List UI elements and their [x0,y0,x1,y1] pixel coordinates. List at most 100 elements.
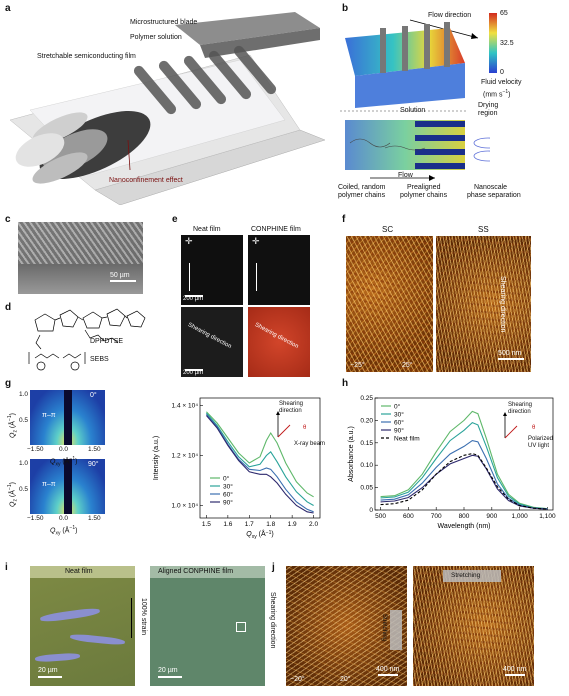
strain-arrow [131,598,132,638]
panel-j-scale-bar-1 [378,674,398,676]
panel-j-stretch-1: Stretching [381,614,387,642]
panel-c-letter: c [5,214,11,225]
g-xtick-bot-1: −1.50 [27,515,44,522]
dppdtse-label: DPPDTSE [90,338,124,345]
panel-e-neat-rotated: Shearing direction 200 µm [181,307,243,377]
angle-neg25: −25° [350,362,365,369]
qxy-unit-2: (Å [60,527,70,535]
panel-i-strain-label: 100% strain [140,598,147,635]
y-tick-label: 1.0 × 10⁴ [172,503,199,510]
panel-i-scale-label: 20 µm [38,667,58,674]
h-inset-shear-2: direction [508,409,531,415]
panel-i-scale-bar [38,676,62,678]
x-tick-label: 1.6 [223,521,232,528]
plot-frame [199,397,321,519]
g-qz-label-bot: Qz (Å−1) [6,482,20,507]
nanoscale-label-1: Nanoscale [474,184,508,191]
inset-shear-arrowhead [276,411,280,415]
crack-3 [34,652,81,663]
legend-label: 30° [394,411,404,419]
qz-unit-end: ) [9,413,17,416]
series-line [380,453,548,510]
legend-label: 0° [394,403,401,411]
series-line [380,410,548,510]
g-qz-label-top: Qz (Å−1) [6,413,20,438]
panel-f-col-sc: SC [382,225,394,234]
qz-unit-end-2: ) [9,482,17,485]
h-inset-pol-1: Polarized [528,436,554,442]
giwaxs-angle-90: 90° [88,461,99,468]
x-tick-label: 1.5 [202,521,211,528]
panel-g-intensity-chart: 1.5 1.6 1.7 1.8 1.9 2.0 1.0 × 10⁴ 1.2 × 10⁴ 1.4 … [153,397,321,540]
x-tick-label: 1,100 [539,513,556,520]
panel-e-col-conphine: CONPHINE film [251,226,301,233]
y-tick-label: 1.2 × 10⁴ [172,453,199,460]
pipi-label-0: π–π [42,412,56,419]
panel-j-letter: j [272,562,275,573]
panel-e-conphine-rotated: Shearing direction [248,307,310,377]
panel-h-letter: h [342,378,349,389]
panel-e-col-neat: Neat film [193,226,221,233]
crack-2 [69,633,126,646]
panel-i-scale-bar-2 [158,676,182,678]
qxy-unit-sup: −1 [69,456,76,462]
g-xtick-top-3: 1.50 [88,446,101,453]
panel-f-scale-label: 500 nm [498,350,522,357]
zoom-box [236,622,246,632]
series-line [205,415,314,514]
legend-label: 90° [223,499,233,507]
legend-label: 60° [394,419,404,427]
colorbar-tick-mid: 32.5 [500,40,514,47]
g-qxy-label-bot: Qxy (Å−1) [50,524,77,538]
coiled-chains-label-2: polymer chains [338,192,386,199]
panel-i-scale-label-2: 20 µm [158,667,178,674]
panel-g-letter: g [5,378,12,389]
x-tick-label: 2.0 [309,521,318,528]
series-line [205,413,314,513]
solution-label: Solution [400,107,426,114]
panel-i-col-conphine: Aligned CONPHINE film [158,568,234,575]
panel-f-afm-sc: −25° 25° [346,236,433,372]
panel-h-absorbance-chart: 500 600 700 800 900 1,000 1,100 0 0.05 0.10 0.15 0.… [348,395,556,530]
g-xtick-top-2: 0.0 [59,446,69,453]
neat-header-band [30,566,135,578]
h-inset-theta: θ [532,425,536,431]
qxy-q-2: Q [50,527,56,535]
legend-label: Neat film [394,436,420,443]
giwaxs-0deg: 0° π–π [30,390,105,445]
pipi-label-90: π–π [42,481,56,488]
g-xtick-top-1: −1.50 [27,446,44,453]
panel-j-angle-2: 20° [340,676,351,683]
film-label: Stretchable semiconducting film [37,53,136,60]
giwaxs-angle-0: 0° [90,392,97,399]
g-ytick-bot-2: 0.5 [19,486,29,493]
shear-label-1: Shearing direction [186,322,233,351]
scale-label: 200 µm [183,296,204,302]
qz-unit-sup-2: −1 [7,484,13,491]
x-tick-label: 700 [431,513,442,520]
polymer-solution-label: Polymer solution [130,34,182,41]
panel-f-afm-ss: Shearing direction 500 nm [436,236,531,372]
inset-shear-arrowhead [503,412,507,416]
colorbar-label: Fluid velocity [481,79,522,86]
coiled-chains-label-1: Coiled, random [338,184,386,191]
panel-j-scale-bar-2 [505,674,525,676]
qz-q-2: Q [9,501,17,507]
beamstop [64,390,72,445]
series-line [380,440,548,510]
legend-label: 0° [223,475,230,483]
beamstop-2 [64,459,72,514]
x-axis-label: Qxy (Å−1) [246,529,273,540]
scale-bar-2 [185,369,203,371]
blade-label: Microstructured blade [130,19,198,26]
colorbar-unit-text: (mm s [483,91,503,99]
y-tick-label: 0.25 [360,395,373,402]
vertical-arrow-2 [256,263,257,291]
panel-f-shear-label: Shearing direction [499,276,506,333]
qz-unit-sup: −1 [7,415,13,422]
giwaxs-90deg: 90° π–π [30,459,105,514]
qxy-q: Q [50,458,56,466]
panel-f-scale-bar [498,358,524,360]
panel-e-letter: e [172,214,178,225]
panel-e-neat-crossed: ✛ 200 µm [181,235,243,305]
